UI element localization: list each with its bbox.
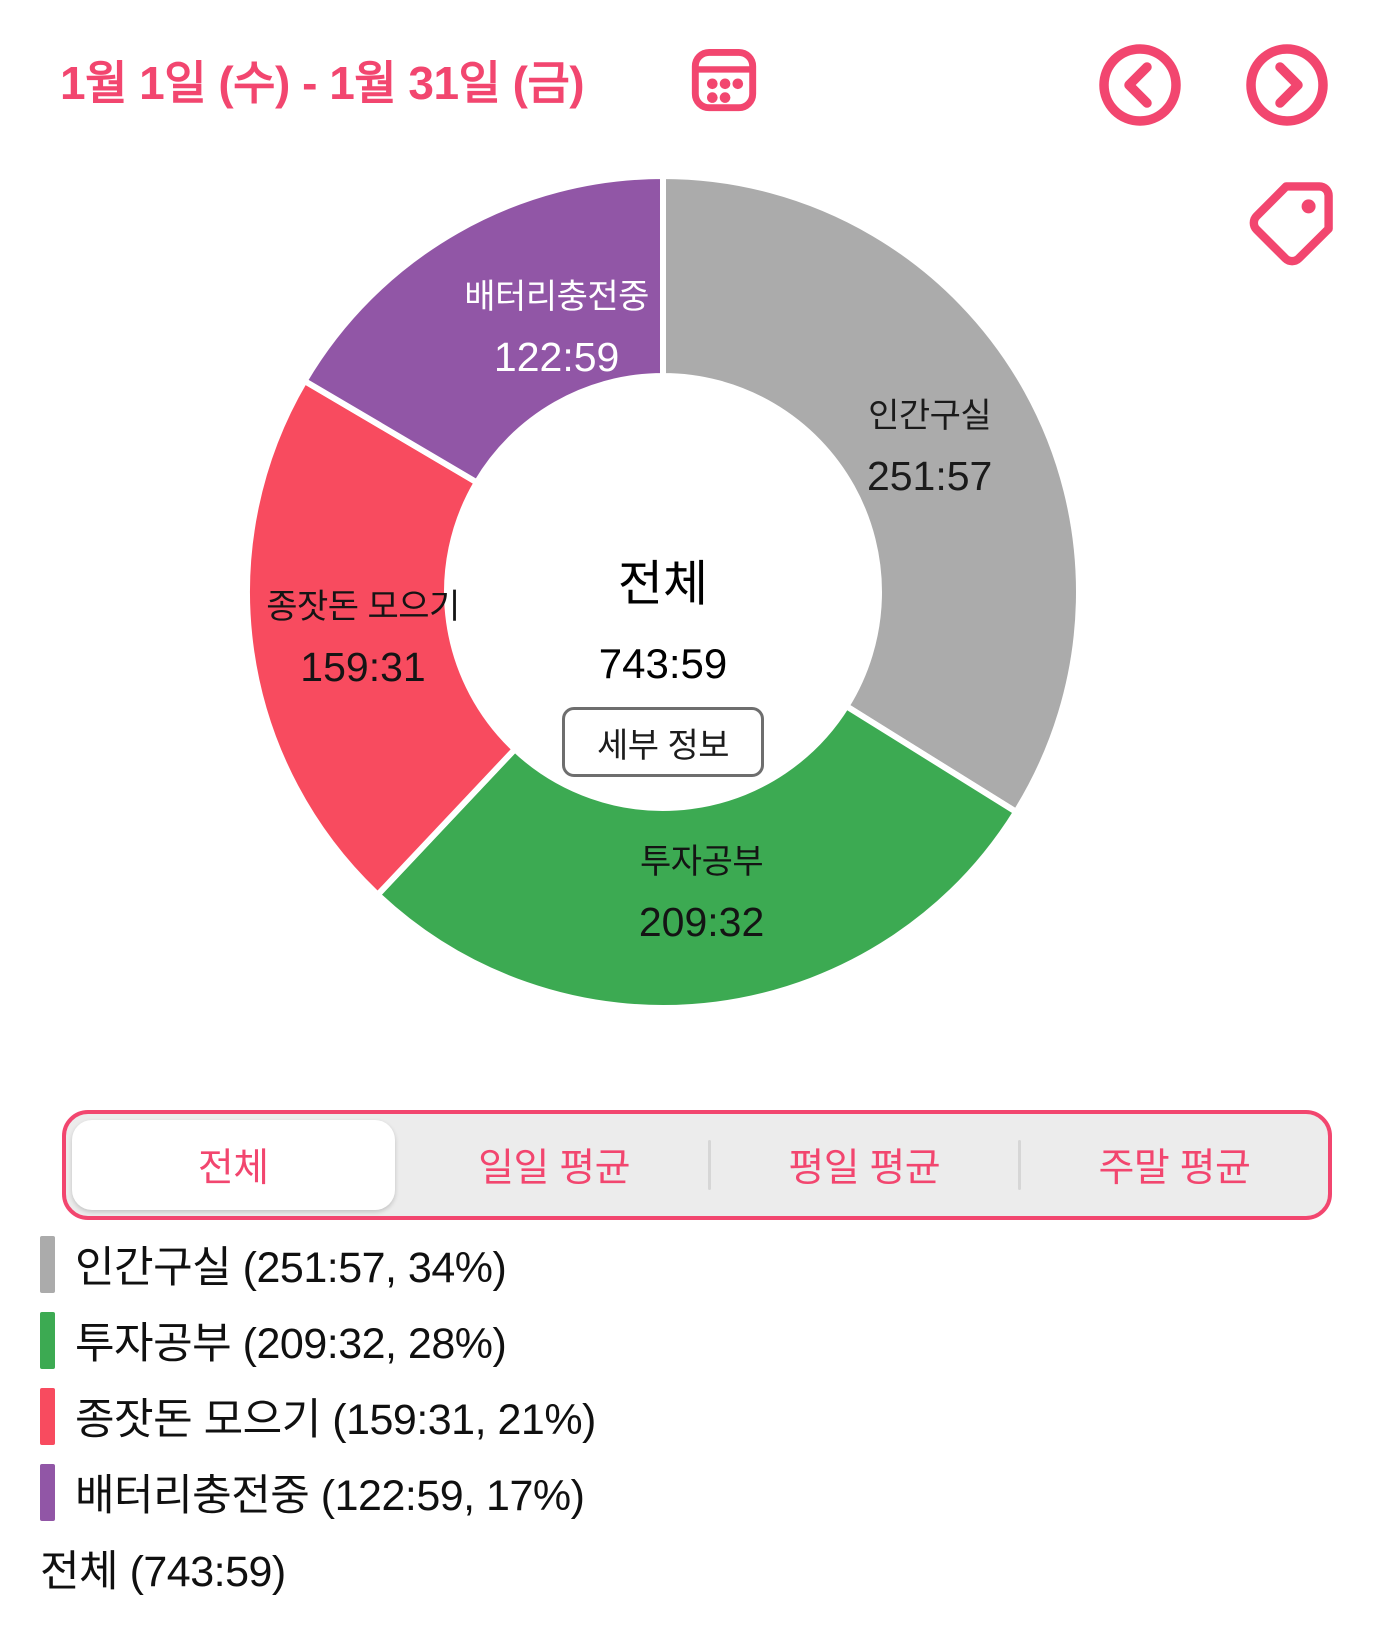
chevron-right-icon xyxy=(1246,44,1328,126)
calendar-icon xyxy=(691,48,757,112)
legend-item-text: 배터리충전중 (122:59, 17%) xyxy=(75,1472,585,1520)
legend-item-0: 인간구실 (251:57, 34%) xyxy=(40,1226,596,1302)
legend-item-text: 인간구실 (251:57, 34%) xyxy=(75,1244,507,1292)
legend-item-text: 투자공부 (209:32, 28%) xyxy=(75,1320,507,1368)
legend-color-chip xyxy=(40,1387,55,1445)
legend-item-1: 투자공부 (209:32, 28%) xyxy=(40,1302,596,1378)
legend-item-text: 종잣돈 모으기 (159:31, 21%) xyxy=(75,1396,596,1444)
legend-color-chip xyxy=(40,1463,55,1521)
chart-legend: 인간구실 (251:57, 34%) 투자공부 (209:32, 28%) 종잣돈 … xyxy=(40,1226,596,1606)
donut-segment-2[interactable] xyxy=(244,377,518,898)
legend-item-2: 종잣돈 모으기 (159:31, 21%) xyxy=(40,1378,596,1454)
donut-segment-1[interactable] xyxy=(374,703,1020,1011)
donut-segment-0[interactable] xyxy=(660,173,1082,815)
tab-0-selected[interactable]: 전체 xyxy=(72,1120,395,1210)
tab-3[interactable]: 주말 평균 xyxy=(1098,1147,1251,1190)
legend-color-chip xyxy=(40,1311,55,1369)
chevron-left-icon xyxy=(1099,44,1181,126)
legend-item-3: 배터리충전중 (122:59, 17%) xyxy=(40,1454,596,1530)
donut-chart: 인간구실 251:57 투자공부 209:32 종잣돈 모으기 159:31 배터리충전중 1… xyxy=(243,170,1083,1016)
prev-period-button[interactable] xyxy=(1098,43,1182,127)
calendar-button[interactable] xyxy=(690,45,758,113)
tab-2[interactable]: 평일 평균 xyxy=(788,1147,941,1190)
tag-icon xyxy=(1249,182,1333,266)
tab-divider xyxy=(707,1140,711,1190)
date-range-label[interactable]: 1월 1일 (수) - 1월 31일 (금) xyxy=(60,57,585,109)
donut-segment-3[interactable] xyxy=(301,173,666,486)
tag-filter-button[interactable] xyxy=(1243,174,1339,274)
legend-total: 전체 (743:59) xyxy=(40,1548,286,1596)
next-period-button[interactable] xyxy=(1245,43,1329,127)
chart-center-total-time: 743:59 xyxy=(598,640,728,687)
legend-color-chip xyxy=(40,1235,55,1293)
tab-1[interactable]: 일일 평균 xyxy=(478,1147,631,1190)
chart-center-title: 전체 xyxy=(617,557,709,612)
tab-divider xyxy=(1017,1140,1021,1190)
detail-info-button[interactable]: 세부 정보 xyxy=(562,707,764,777)
stats-mode-tabs: 전체 일일 평균 평일 평균 주말 평균 xyxy=(62,1110,1332,1220)
